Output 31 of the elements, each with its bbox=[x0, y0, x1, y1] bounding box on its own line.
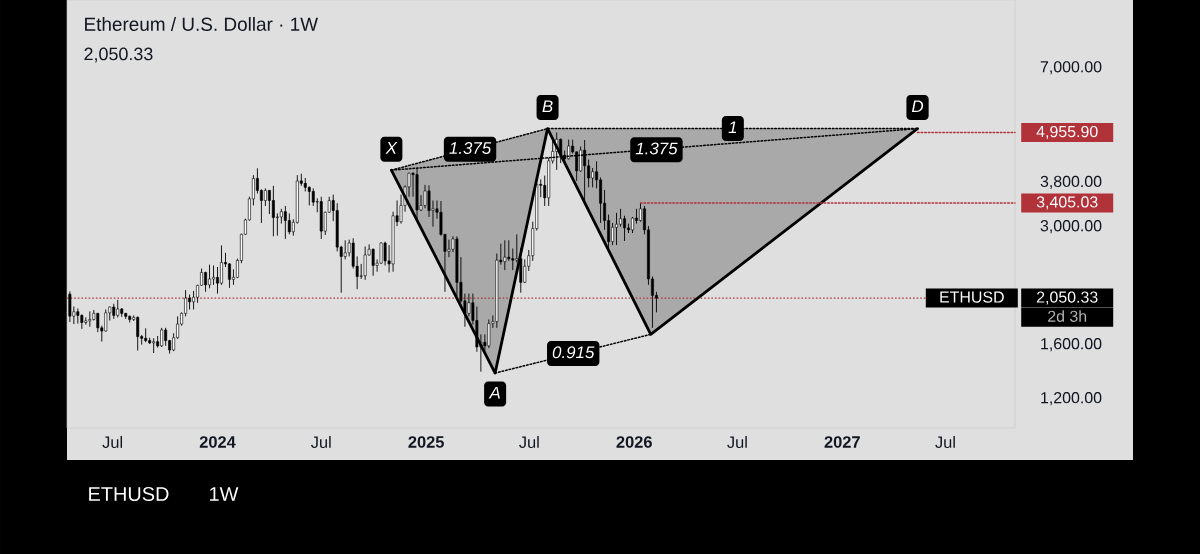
text: Ethereum / U.S. Dollar · 1W bbox=[85, 17, 319, 31]
y-tick-label: 1,200.00 bbox=[1041, 392, 1102, 406]
ref-line-label: 2,050.33 bbox=[1036, 291, 1098, 305]
x-tick-label: Jul bbox=[519, 435, 539, 448]
x-tick-label: Jul bbox=[727, 435, 747, 448]
annotation: A bbox=[488, 386, 500, 399]
x-tick-label: Jul bbox=[102, 435, 123, 448]
text: 2d 3h bbox=[1048, 310, 1087, 322]
text: 1W bbox=[210, 487, 239, 501]
data-label: 3,405.03 bbox=[1036, 196, 1098, 210]
text: 2,050.33 bbox=[84, 47, 153, 63]
annotation: D bbox=[911, 100, 924, 113]
x-tick-label: 2026 bbox=[616, 436, 652, 448]
text: ETHUSD bbox=[89, 486, 169, 502]
annotation: X bbox=[385, 141, 398, 154]
data-label: 4,955.90 bbox=[1036, 125, 1098, 140]
annotation: ETHUSD bbox=[940, 291, 1004, 303]
annotation: 0.915 bbox=[552, 346, 595, 359]
x-tick-label: 2024 bbox=[199, 436, 236, 448]
y-tick-label: 3,800.00 bbox=[1040, 175, 1102, 189]
y-tick-label: 3,000.00 bbox=[1040, 220, 1102, 234]
x-tick-label: Jul bbox=[311, 435, 331, 448]
x-tick-label: 2025 bbox=[408, 436, 444, 448]
x-tick-label: Jul bbox=[935, 435, 955, 448]
annotation: B bbox=[542, 100, 553, 113]
x-tick-label: 2027 bbox=[824, 436, 860, 448]
y-tick-label: 7,000.00 bbox=[1040, 61, 1102, 75]
annotation: 1.375 bbox=[449, 142, 492, 155]
annotation: 1.375 bbox=[635, 142, 678, 155]
y-tick-label: 1,600.00 bbox=[1041, 338, 1102, 352]
annotation: 1 bbox=[728, 121, 737, 134]
